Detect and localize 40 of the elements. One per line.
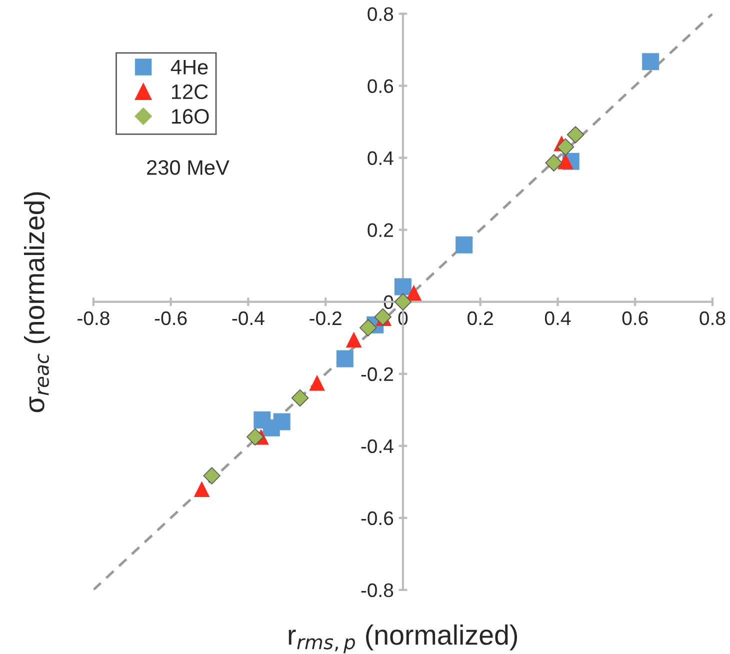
x-tick-label: -0.4: [232, 311, 264, 326]
point: [394, 293, 412, 310]
y-tick-label: -0.2: [361, 367, 393, 382]
y-tick-label: 0.6: [368, 79, 394, 93]
point: [246, 428, 264, 446]
y-tick-label: -0.4: [361, 439, 394, 454]
y-axis-title: σ$_{reac}$ (normalized): [24, 192, 50, 412]
point: [336, 350, 354, 368]
point: [642, 53, 660, 70]
point: [456, 236, 473, 254]
point: [346, 332, 362, 348]
y-tick-label: 0.8: [368, 7, 394, 21]
point: [360, 319, 377, 336]
point: [406, 284, 422, 301]
point: [309, 374, 325, 391]
x-tick-label: -0.6: [154, 311, 187, 326]
y-tick-label: 0.2: [368, 223, 393, 238]
point: [203, 467, 220, 484]
y-tick-label: -0.8: [361, 583, 394, 598]
point: [291, 389, 309, 407]
x-axis-title: r$_{rms,p}$ (normalized): [288, 624, 517, 654]
point: [394, 278, 412, 296]
point: [566, 126, 584, 144]
point: [556, 138, 574, 156]
point: [273, 413, 290, 430]
x-tick-label: -0.2: [310, 311, 342, 326]
point: [558, 153, 574, 170]
legend-label: 4He: [170, 60, 208, 75]
x-tick-label: 0.8: [700, 311, 726, 326]
x-tick-label: 0.4: [544, 311, 571, 326]
annotation: 230 MeV: [147, 160, 230, 175]
x-tick-label: 0.6: [622, 311, 648, 326]
legend-label: 12C: [172, 84, 208, 100]
legend-label: 16O: [172, 109, 209, 124]
x-tick-label: 0.2: [468, 311, 493, 326]
x-tick-label: -0.8: [78, 311, 110, 326]
y-tick-label: 0.4: [368, 151, 394, 166]
point: [194, 481, 210, 497]
y-tick-label: -0.6: [361, 511, 394, 526]
point: [545, 154, 562, 172]
